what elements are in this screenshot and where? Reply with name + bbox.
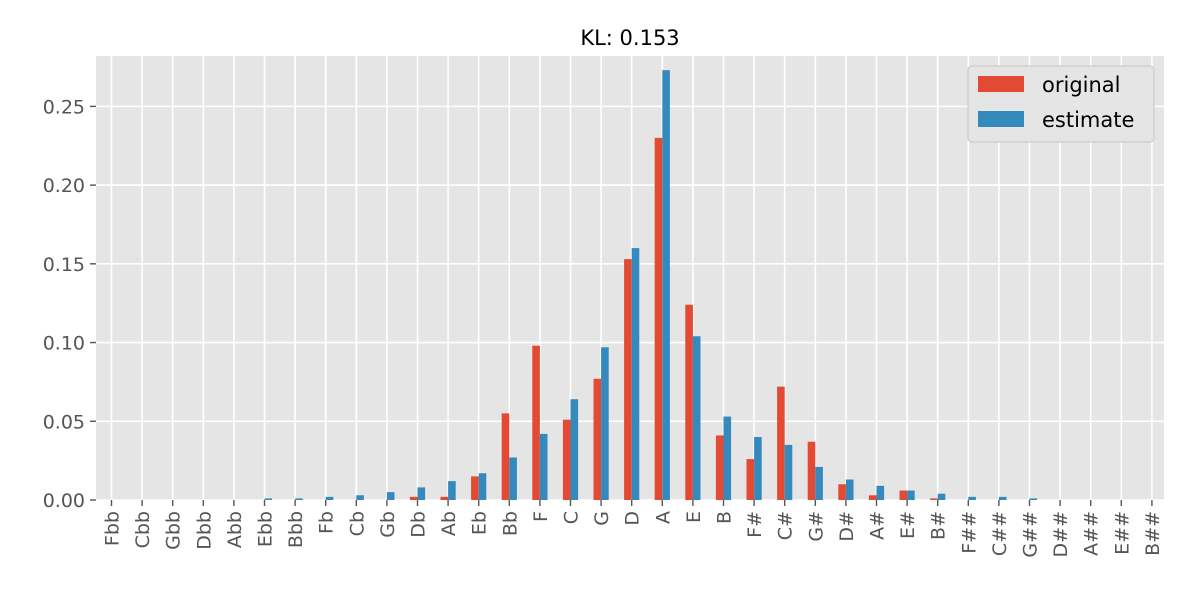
bar-original-Eb bbox=[471, 476, 479, 500]
y-axis: 0.00 0.05 0.10 0.15 0.20 0.25 bbox=[43, 96, 96, 512]
bar-original-E# bbox=[899, 490, 908, 500]
bar-estimate-G bbox=[601, 347, 609, 500]
bar-estimate-F bbox=[539, 433, 548, 500]
bar-original-E bbox=[685, 304, 693, 500]
bar-estimate-D# bbox=[845, 479, 854, 500]
x-tick-label: Bbb bbox=[285, 511, 307, 548]
bar-estimate-D bbox=[631, 248, 640, 500]
bar-estimate-Ebb bbox=[264, 498, 273, 500]
bar-original-D bbox=[624, 259, 632, 500]
bar-estimate-B# bbox=[937, 493, 946, 500]
bar-original-B bbox=[715, 435, 724, 500]
x-tick-label: B bbox=[714, 511, 736, 524]
bar-original-F bbox=[532, 345, 540, 500]
bar-estimate-C## bbox=[998, 496, 1007, 500]
bar-estimate-C# bbox=[784, 444, 793, 500]
bar-estimate-Bbb bbox=[295, 498, 303, 500]
x-tick-label: Eb bbox=[469, 511, 491, 535]
x-tick-label: Gb bbox=[377, 511, 399, 538]
x-tick-label: A bbox=[652, 511, 674, 524]
bar-estimate-B bbox=[723, 416, 732, 500]
x-tick-label: Fb bbox=[316, 511, 338, 534]
x-tick-label: Abb bbox=[224, 511, 246, 548]
bar-original-G# bbox=[807, 441, 816, 500]
x-tick-label: G## bbox=[1020, 511, 1042, 558]
bar-estimate-Db bbox=[417, 487, 426, 500]
x-tick-label: C## bbox=[989, 511, 1011, 556]
bar-estimate-Gb bbox=[386, 492, 395, 500]
bar-estimate-E# bbox=[907, 490, 915, 500]
x-tick-label: D bbox=[622, 511, 644, 526]
x-tick-label: F## bbox=[958, 511, 980, 554]
bar-estimate-Ab bbox=[448, 481, 456, 500]
x-tick-label: Cb bbox=[346, 511, 368, 536]
x-tick-label: C# bbox=[775, 511, 797, 540]
y-tick-label: 0.20 bbox=[43, 175, 85, 197]
bar-original-C bbox=[562, 419, 571, 500]
x-tick-label: B# bbox=[928, 511, 950, 540]
x-tick-label: D## bbox=[1050, 511, 1072, 557]
y-tick-label: 0.15 bbox=[43, 254, 85, 276]
bar-estimate-A# bbox=[876, 485, 885, 500]
x-tick-label: Bb bbox=[499, 511, 521, 536]
bar-estimate-E bbox=[692, 336, 701, 500]
bar-estimate-A bbox=[662, 70, 670, 500]
legend: original estimate bbox=[967, 65, 1155, 143]
x-tick-label: A## bbox=[1081, 511, 1103, 556]
bar-estimate-C bbox=[570, 399, 579, 500]
y-tick-label: 0.05 bbox=[43, 411, 85, 433]
bar-original-G bbox=[593, 378, 602, 500]
bar-original-B# bbox=[930, 498, 938, 500]
x-tick-label: E## bbox=[1111, 511, 1133, 555]
x-tick-label: Ebb bbox=[255, 511, 277, 547]
legend-swatch-estimate bbox=[978, 111, 1024, 127]
bars bbox=[264, 70, 1038, 500]
x-tick-label: F bbox=[530, 511, 552, 522]
x-tick-label: Fbb bbox=[102, 511, 124, 546]
bar-original-F# bbox=[746, 459, 755, 500]
bar-original-D# bbox=[838, 484, 846, 500]
bar-estimate-F# bbox=[754, 437, 762, 500]
y-tick-label: 0.25 bbox=[43, 96, 85, 118]
x-axis: Fbb Cbb Gbb Dbb Abb Ebb Bbb Fb Cb Gb Db Ab Eb Bb F C G D A… bbox=[102, 500, 1164, 558]
bar-estimate-G## bbox=[1029, 498, 1038, 500]
bar-estimate-Fb bbox=[325, 496, 334, 500]
bar-original-A bbox=[654, 137, 663, 500]
legend-swatch-original bbox=[978, 76, 1024, 92]
bar-original-C# bbox=[777, 386, 785, 500]
bar-original-Db bbox=[409, 496, 418, 500]
bar-estimate-F## bbox=[968, 496, 976, 500]
chart-title: KL: 0.153 bbox=[580, 26, 679, 50]
y-tick-label: 0.10 bbox=[43, 333, 85, 355]
x-tick-label: D# bbox=[836, 511, 858, 542]
bar-estimate-Cb bbox=[356, 495, 364, 500]
x-tick-label: Db bbox=[408, 511, 430, 538]
bar-original-A# bbox=[868, 495, 877, 500]
bar-original-Ab bbox=[440, 496, 449, 500]
bar-original-Bb bbox=[501, 413, 510, 500]
x-tick-label: A# bbox=[867, 511, 889, 540]
legend-label-estimate: estimate bbox=[1042, 108, 1134, 132]
x-tick-label: Ab bbox=[438, 511, 460, 536]
x-tick-label: G bbox=[591, 511, 613, 526]
bar-estimate-Eb bbox=[478, 473, 487, 500]
legend-label-original: original bbox=[1042, 73, 1121, 97]
x-tick-label: E bbox=[683, 511, 705, 523]
x-tick-label: G# bbox=[805, 511, 827, 542]
y-tick-label: 0.00 bbox=[43, 490, 85, 512]
bar-estimate-G# bbox=[815, 466, 823, 500]
x-tick-label: Cbb bbox=[132, 511, 154, 548]
x-tick-label: E# bbox=[897, 511, 919, 539]
bar-estimate-Bb bbox=[509, 457, 517, 500]
x-tick-label: B## bbox=[1142, 511, 1164, 556]
x-tick-label: C bbox=[561, 511, 583, 524]
x-tick-label: F# bbox=[744, 511, 766, 538]
x-tick-label: Gbb bbox=[163, 511, 185, 550]
x-tick-label: Dbb bbox=[193, 511, 215, 550]
